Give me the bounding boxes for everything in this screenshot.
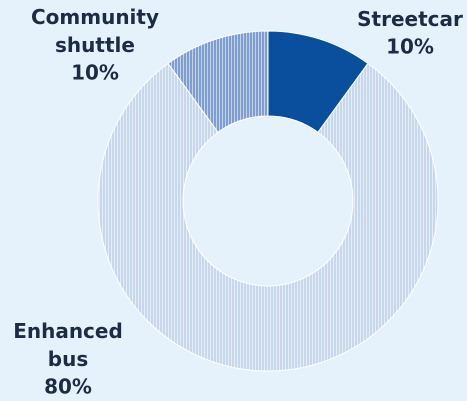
slice-value-label: 80%: [44, 375, 92, 399]
slice-texture: [97, 63, 439, 372]
slice-label: Enhanced bus: [13, 319, 123, 371]
slice-value-label: 10%: [71, 61, 119, 85]
slice-label: Community shuttle: [31, 5, 159, 57]
slice-texture: [168, 31, 268, 133]
slice-value-label: 10%: [386, 35, 434, 59]
slice-label: Streetcar: [357, 7, 463, 31]
